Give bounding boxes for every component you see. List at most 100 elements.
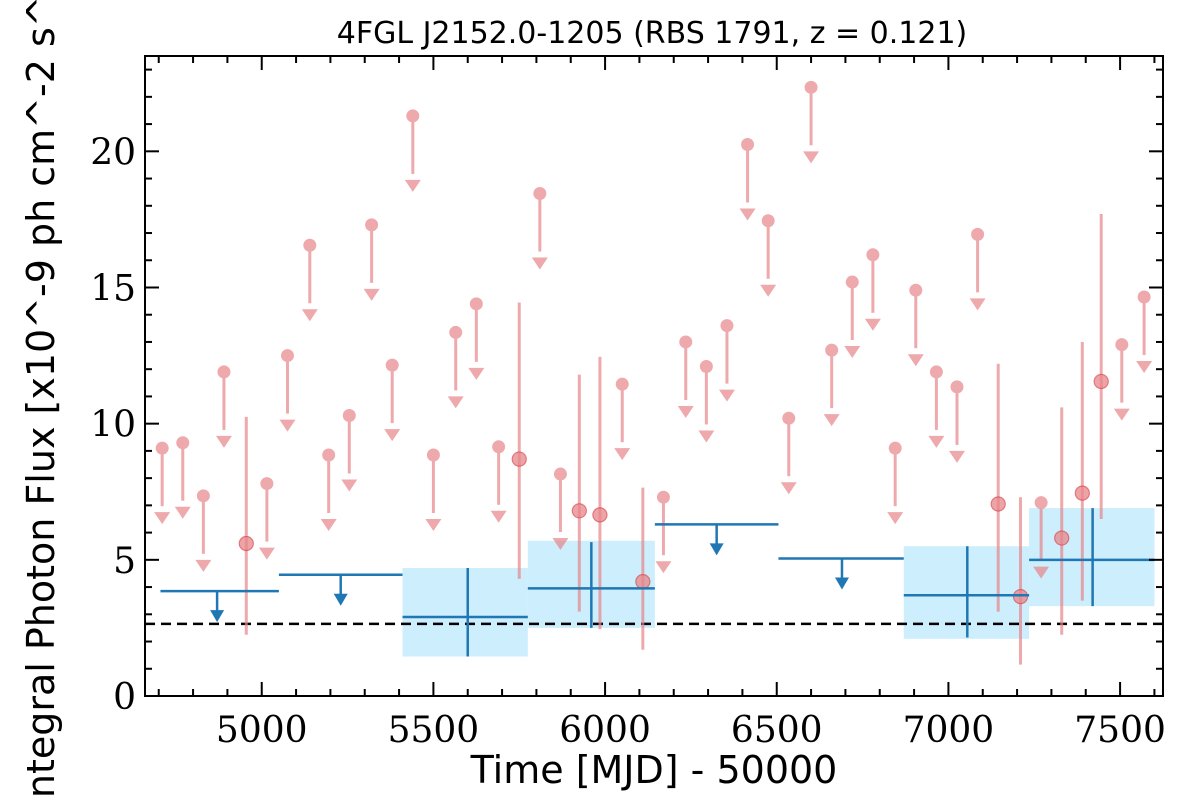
upper-limit-marker — [447, 325, 464, 409]
coarse-upper-limit-arrowhead — [709, 543, 724, 556]
upper-limit-marker — [425, 448, 442, 531]
upper-limit-arrowhead — [384, 429, 401, 442]
upper-limit-arrowhead — [887, 512, 904, 525]
upper-limit-arrowhead — [363, 288, 380, 301]
upper-limit-point — [782, 411, 796, 425]
upper-limit-marker — [698, 359, 715, 443]
upper-limit-marker — [279, 349, 296, 432]
upper-limit-arrowhead — [864, 318, 881, 331]
upper-limit-arrowhead — [614, 448, 631, 461]
upper-limit-marker — [887, 441, 904, 525]
upper-limit-marker — [320, 448, 337, 531]
upper-limit-marker — [552, 467, 569, 551]
upper-limit-point — [679, 335, 693, 349]
coarse-upper-limit — [278, 573, 403, 606]
coarse-detection — [527, 542, 655, 628]
upper-limit-arrowhead — [320, 518, 337, 531]
upper-limit-point — [971, 227, 985, 241]
upper-limit-arrowhead — [279, 419, 296, 432]
upper-limit-arrowhead — [803, 151, 820, 164]
coarse-detection — [903, 546, 1030, 638]
upper-limit-marker — [907, 283, 924, 367]
upper-limit-marker — [404, 109, 421, 192]
detection-point — [571, 503, 587, 519]
detection-marker — [1093, 213, 1109, 519]
upper-limit-point — [615, 377, 629, 391]
detection-marker — [1054, 407, 1070, 635]
upper-limit-arrowhead — [677, 405, 694, 418]
upper-limit-marker — [614, 377, 631, 461]
detection-marker — [635, 487, 651, 650]
upper-limit-arrowhead — [552, 538, 569, 551]
detection-point — [1012, 588, 1029, 605]
x-tick-label: 6000 — [559, 710, 651, 751]
upper-limit-marker — [1113, 338, 1130, 421]
upper-limit-arrowhead — [425, 518, 442, 531]
upper-limit-marker — [844, 275, 861, 359]
upper-limit-point — [176, 436, 190, 450]
x-tick-label: 5000 — [216, 710, 308, 751]
upper-limit-arrowhead — [760, 284, 777, 297]
upper-limit-point — [1137, 290, 1151, 304]
y-tick-label: 20 — [90, 132, 136, 173]
upper-limit-marker — [969, 227, 986, 311]
coarse-upper-limit — [654, 523, 779, 556]
upper-limit-arrowhead — [404, 179, 421, 192]
upper-limit-marker — [928, 365, 945, 448]
upper-limit-point — [1115, 338, 1129, 352]
upper-limit-marker — [154, 441, 171, 525]
upper-limit-point — [342, 408, 356, 422]
upper-limit-marker — [258, 477, 275, 560]
upper-limit-point — [217, 365, 231, 379]
upper-limit-arrowhead — [195, 559, 212, 572]
upper-limit-marker — [384, 358, 401, 442]
detection-marker — [1012, 497, 1029, 665]
detection-point — [511, 451, 527, 467]
plot-frame — [144, 55, 1164, 697]
detection-marker — [511, 302, 527, 579]
coarse-bin-points — [160, 508, 1155, 657]
detection-point — [1074, 485, 1090, 501]
upper-limit-point — [533, 187, 547, 201]
upper-limit-arrowhead — [780, 482, 797, 495]
upper-limit-marker — [948, 380, 965, 463]
upper-limit-arrowhead — [174, 506, 191, 519]
upper-limit-arrowhead — [531, 257, 548, 270]
upper-limit-point — [385, 358, 399, 372]
upper-limit-arrowhead — [1033, 566, 1050, 579]
upper-limit-arrowhead — [154, 512, 171, 525]
x-tick-label: 5500 — [388, 710, 480, 751]
upper-limit-arrowhead — [823, 414, 840, 427]
upper-limit-arrowhead — [1113, 408, 1130, 421]
upper-limit-arrowhead — [969, 298, 986, 311]
coarse-upper-limit-arrowhead — [834, 577, 849, 590]
upper-limit-point — [260, 477, 274, 491]
coarse-detection — [402, 568, 528, 657]
y-axis-label: Integral Photon Flux [x10^-9 ph cm^-2 s^… — [19, 0, 63, 800]
upper-limit-point — [155, 441, 169, 455]
upper-limit-point — [426, 448, 440, 462]
x-axis-label: Time [MJD] - 50000 — [470, 748, 838, 792]
coarse-upper-limit-arrowhead — [210, 610, 225, 623]
detection-point — [990, 496, 1006, 512]
y-tick-label: 5 — [113, 541, 136, 582]
upper-limit-point — [950, 380, 964, 394]
detection-point — [592, 507, 608, 523]
detection-marker — [1074, 341, 1090, 601]
upper-limit-marker — [301, 238, 318, 322]
upper-limit-arrowhead — [739, 208, 756, 221]
upper-limit-marker — [195, 489, 212, 572]
coarse-upper-limit — [778, 557, 904, 590]
upper-limit-marker — [531, 187, 548, 270]
upper-limit-arrowhead — [215, 435, 232, 448]
upper-limit-arrowhead — [698, 430, 715, 443]
upper-limit-point — [804, 80, 818, 94]
detection-marker — [990, 363, 1006, 612]
coarse-bin-band — [402, 568, 528, 657]
coarse-detection — [1029, 508, 1155, 607]
upper-limit-marker — [718, 319, 735, 402]
upper-limit-marker — [174, 436, 191, 519]
upper-limit-marker — [760, 214, 777, 297]
upper-limit-point — [1034, 496, 1048, 510]
